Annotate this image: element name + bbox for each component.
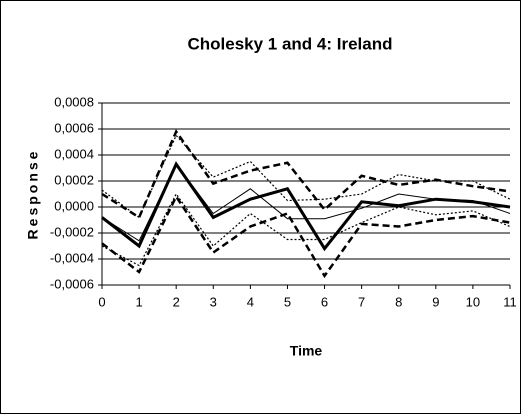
y-tick-label: 0,0008 bbox=[54, 94, 94, 109]
x-tick-label: 10 bbox=[466, 294, 480, 309]
y-tick-label: -0,0004 bbox=[50, 250, 94, 265]
x-tick-label: 1 bbox=[135, 294, 142, 309]
y-tick-label: 0,0006 bbox=[54, 120, 94, 135]
x-tick-label: 7 bbox=[358, 294, 365, 309]
x-tick-label: 0 bbox=[98, 294, 105, 309]
series-line bbox=[101, 129, 511, 220]
x-tick-label: 6 bbox=[321, 294, 328, 309]
x-tick-label: 3 bbox=[210, 294, 217, 309]
y-tick-label: 0,0000 bbox=[54, 198, 94, 213]
chart-title: Cholesky 1 and 4: Ireland bbox=[187, 34, 392, 53]
series-line bbox=[101, 194, 511, 279]
x-axis-title: Time bbox=[290, 343, 323, 359]
y-tick-label: 0,0004 bbox=[54, 146, 94, 161]
x-tick-label: 11 bbox=[503, 294, 517, 309]
x-tick-label: 9 bbox=[432, 294, 439, 309]
x-tick-label: 5 bbox=[284, 294, 291, 309]
x-tick-label: 2 bbox=[173, 294, 180, 309]
x-tick-label: 4 bbox=[247, 294, 254, 309]
y-tick-label: -0,0006 bbox=[50, 276, 94, 291]
series-line bbox=[101, 134, 511, 219]
series-line bbox=[101, 161, 511, 252]
series-line bbox=[101, 192, 511, 267]
y-tick-label: 0,0002 bbox=[54, 172, 94, 187]
y-axis-title: Response bbox=[25, 149, 41, 240]
y-tick-label: -0,0002 bbox=[50, 224, 94, 239]
x-tick-label: 8 bbox=[395, 294, 402, 309]
